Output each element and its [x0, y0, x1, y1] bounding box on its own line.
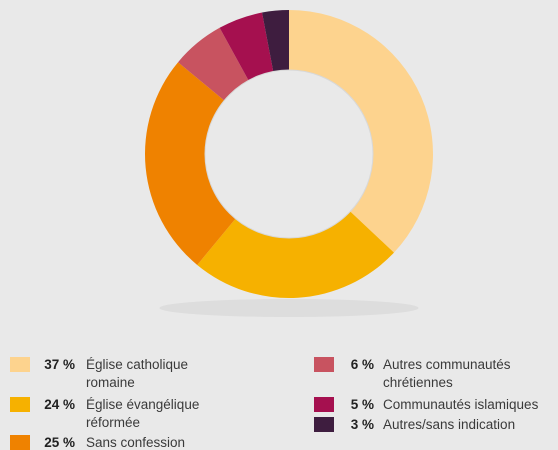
legend-label-line: Église évangélique — [86, 397, 200, 412]
donut-slice-autres-chretiennes — [178, 27, 249, 101]
legend-item-autres-sans-indication: 3 % Autres/sans indication — [314, 416, 558, 434]
legend-label-islamiques: Communautés islamiques — [383, 396, 558, 414]
legend-pct-islamiques: 5 % — [350, 397, 374, 412]
legend-item-sans-confession: 25 % Sans confession — [10, 434, 236, 450]
legend-label-line: Communautés islamiques — [383, 397, 539, 412]
legend-pct-sans-confession: 25 % — [44, 435, 75, 450]
legend-label-autres-sans-indication: Autres/sans indication — [383, 416, 558, 434]
legend-pct-autres-sans-indication: 3 % — [350, 417, 374, 432]
legend-label-line: chrétiennes — [383, 375, 453, 390]
legend-item-islamiques: 5 % Communautés islamiques — [314, 396, 558, 414]
legend-label-line: réformée — [86, 415, 141, 430]
donut-chart — [145, 10, 434, 317]
donut-slice-evangelique — [197, 211, 394, 298]
donut-slice-autres-sans-indication — [262, 10, 289, 72]
donut-slice-islamiques — [219, 12, 274, 81]
legend-item-evangelique: 24 % Église évangélique réformée — [10, 396, 236, 432]
legend-label-line: romaine — [86, 375, 135, 390]
legend-label-autres-chretiennes: Autres communautés chrétiennes — [383, 356, 558, 392]
donut-slice-sans-confession — [145, 62, 236, 265]
legend-item-autres-chretiennes: 6 % Autres communautés chrétiennes — [314, 356, 558, 392]
donut-slice-catholique — [289, 10, 434, 253]
legend-item-catholique: 37 % Église catholique romaine — [10, 356, 236, 392]
legend-swatch-evangelique — [10, 397, 30, 412]
legend-label-sans-confession: Sans confession — [86, 434, 236, 450]
legend-label-line: Église catholique — [86, 357, 189, 372]
legend-label-line: Autres/sans indication — [383, 417, 516, 432]
legend-pct-evangelique: 24 % — [44, 397, 75, 412]
legend-swatch-sans-confession — [10, 435, 30, 450]
legend-swatch-islamiques — [314, 397, 334, 412]
legend-label-line: Sans confession — [86, 435, 186, 450]
donut-hole — [204, 69, 374, 239]
legend-pct-catholique: 37 % — [44, 357, 75, 372]
legend-swatch-catholique — [10, 357, 30, 372]
legend-swatch-autres-chretiennes — [314, 357, 334, 372]
legend-label-evangelique: Église évangélique réformée — [86, 396, 236, 432]
legend-pct-autres-chretiennes: 6 % — [350, 357, 374, 372]
legend-label-line: Autres communautés — [383, 357, 511, 372]
legend-label-catholique: Église catholique romaine — [86, 356, 236, 392]
legend-swatch-autres-sans-indication — [314, 417, 334, 432]
donut-shadow — [159, 299, 419, 317]
